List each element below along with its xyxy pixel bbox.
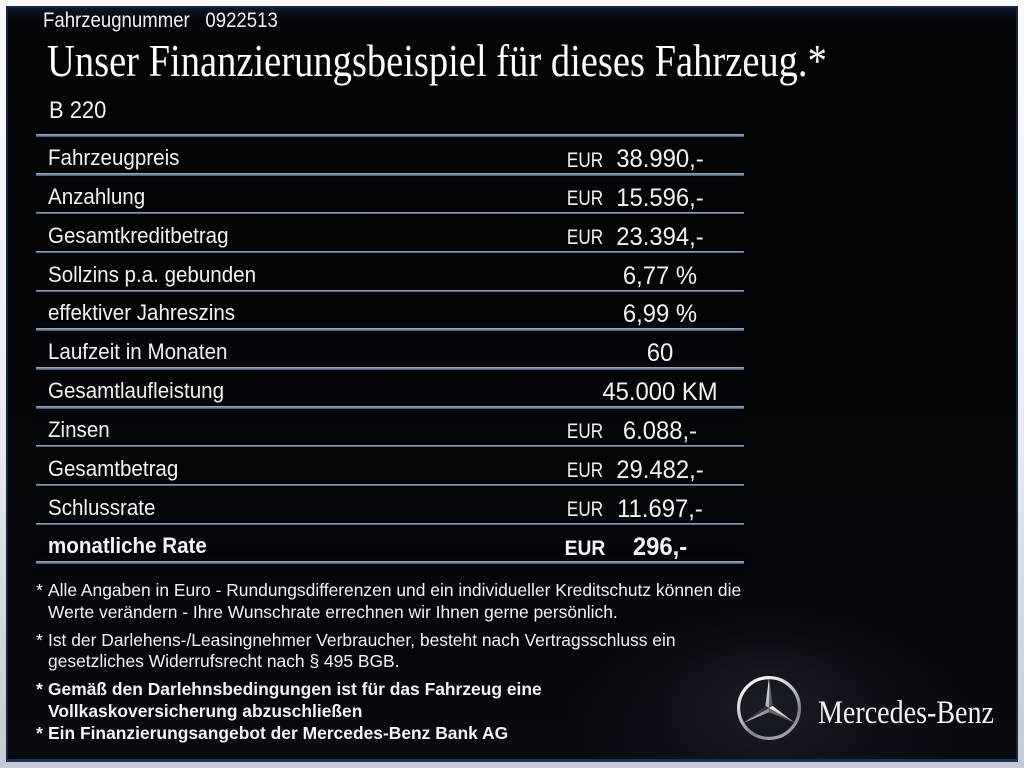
row-value: 23.394,- xyxy=(616,222,704,251)
table-separator xyxy=(36,367,744,370)
row-value: 11.697,- xyxy=(617,494,703,523)
row-currency: EUR xyxy=(566,147,604,172)
footnote-marker: * xyxy=(36,723,43,744)
row-currency: EUR xyxy=(566,497,604,522)
table-row: Zinsen EUR 6.088,- xyxy=(36,409,744,445)
row-currency: EUR xyxy=(566,186,604,211)
footnote-marker: * xyxy=(36,629,43,650)
mercedes-star-icon xyxy=(736,676,801,740)
footnote-text: Ein Finanzierungsangebot der Mercedes-Be… xyxy=(48,723,509,744)
table-row: Gesamtkreditbetrag EUR 23.394,- xyxy=(36,214,744,251)
row-value: 15.596,- xyxy=(616,183,704,212)
table-separator xyxy=(36,483,744,487)
table-row: effektiver Jahreszins 6,99 % xyxy=(36,292,744,328)
finance-table: Fahrzeugpreis EUR 38.990,- Anzahlung EUR 15.5… xyxy=(36,134,744,564)
row-label: Schlussrate xyxy=(47,494,155,520)
row-value: 296,- xyxy=(632,533,688,562)
row-label: Sollzins p.a. gebunden xyxy=(47,261,256,287)
page-title: Unser Finanzierungsbeispiel für dieses F… xyxy=(46,35,827,86)
table-row: monatliche Rate EUR 296,- xyxy=(36,525,744,561)
table-row: Anzahlung EUR 15.596,- xyxy=(36,176,744,212)
finance-panel: Fahrzeugnummer 0922513 Unser Finanzierun… xyxy=(6,6,1018,762)
table-row: Gesamtbetrag EUR 29.482,- xyxy=(36,447,744,484)
row-label: Anzahlung xyxy=(47,183,145,209)
footnote-text: Alle Angaben in Euro - Rundungsdifferenz… xyxy=(48,580,742,622)
footnote-marker: * xyxy=(36,679,43,700)
table-separator xyxy=(36,406,744,409)
table-row: Gesamtlaufleistung 45.000 KM xyxy=(36,370,744,406)
star-arms xyxy=(742,677,795,724)
row-currency: EUR xyxy=(566,225,604,250)
table-row: Laufzeit in Monaten 60 xyxy=(36,331,744,367)
table-row: Fahrzeugpreis EUR 38.990,- xyxy=(36,137,744,173)
row-value: 6,99 % xyxy=(622,300,698,329)
table-separator xyxy=(36,328,744,331)
row-value: 6.088,- xyxy=(622,416,698,445)
vehicle-model: B 220 xyxy=(49,98,107,125)
footnote-marker: * xyxy=(36,580,43,600)
table-row: Schlussrate EUR 11.697,- xyxy=(36,486,744,523)
row-label: effektiver Jahreszins xyxy=(47,300,235,326)
table-separator xyxy=(36,522,744,526)
table-separator xyxy=(36,134,744,137)
row-label: Gesamtlaufleistung xyxy=(47,378,224,404)
table-separator xyxy=(36,173,744,176)
table-row: Sollzins p.a. gebunden 6,77 % xyxy=(36,253,744,290)
footnote: * Ein Finanzierungsangebot der Mercedes-B… xyxy=(36,723,752,745)
table-separator xyxy=(36,211,744,215)
brand-wordmark: Mercedes-Benz xyxy=(818,693,994,731)
footnote: * Gemäß den Darlehnsbedingungen ist für d… xyxy=(36,679,752,723)
row-value: 38.990,- xyxy=(616,145,704,174)
row-currency: EUR xyxy=(564,535,606,560)
table-separator xyxy=(36,561,744,564)
row-label: Laufzeit in Monaten xyxy=(47,339,227,365)
footnote: * Ist der Darlehens-/Leasingnehmer Verbra… xyxy=(36,630,752,674)
table-separator xyxy=(36,250,744,254)
row-value: 45.000 KM xyxy=(602,378,718,407)
table-separator xyxy=(36,289,744,293)
vehicle-number: Fahrzeugnummer 0922513 xyxy=(43,9,278,33)
row-value: 6,77 % xyxy=(622,261,698,290)
row-label: Gesamtbetrag xyxy=(47,455,178,481)
row-currency: EUR xyxy=(566,458,604,483)
row-label: Gesamtkreditbetrag xyxy=(47,222,229,248)
footnote-text: Gemäß den Darlehnsbedingungen ist für da… xyxy=(48,679,542,721)
row-label: Fahrzeugpreis xyxy=(47,145,179,171)
footnote: * Alle Angaben in Euro - Rundungsdifferen… xyxy=(36,580,752,624)
row-label: Zinsen xyxy=(47,416,110,442)
row-currency: EUR xyxy=(566,419,604,444)
footnote-text: Ist der Darlehens-/Leasingnehmer Verbrau… xyxy=(48,629,676,672)
table-separator xyxy=(36,444,744,448)
footnotes: * Alle Angaben in Euro - Rundungsdifferen… xyxy=(36,580,752,751)
row-value: 29.482,- xyxy=(616,455,704,484)
row-label: monatliche Rate xyxy=(47,533,207,559)
row-value: 60 xyxy=(646,339,674,368)
